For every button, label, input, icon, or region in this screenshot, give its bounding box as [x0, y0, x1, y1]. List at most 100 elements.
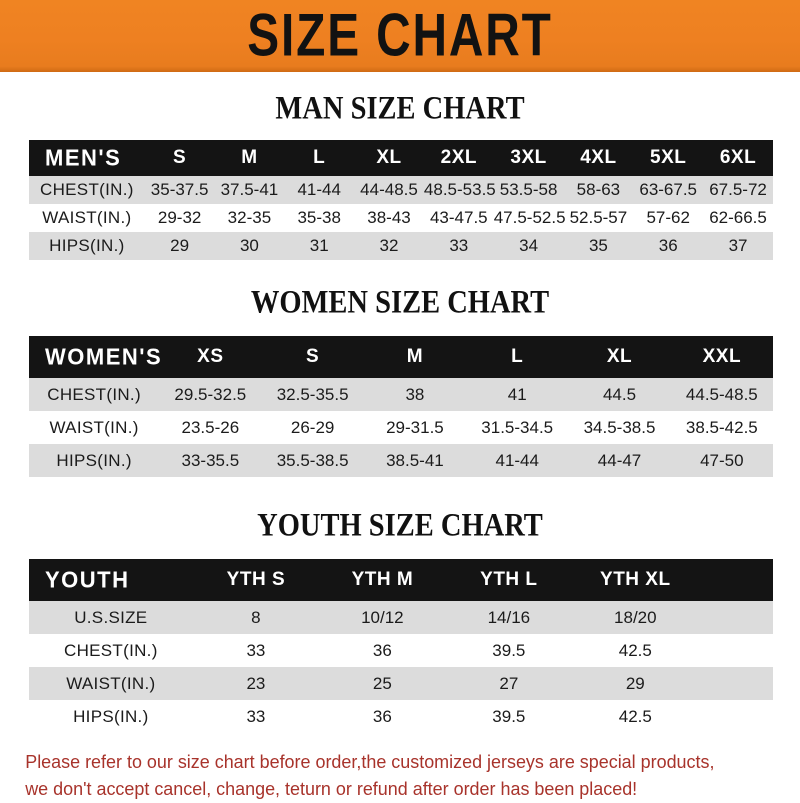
row-label: HIPS(IN.) [56, 450, 132, 470]
cell: 38.5-42.5 [685, 417, 758, 437]
man-header-row: MEN'S S M L XL 2XL 3XL 4XL 5XL 6XL [29, 140, 773, 176]
row-label: CHEST(IN.) [40, 180, 134, 199]
table-row: HIPS(IN.) 33 36 39.5 42.5 [29, 700, 773, 733]
women-chart-wrap: WOMEN'S XS S M L XL XXL CHEST(IN.) 29.5-… [0, 336, 800, 477]
cell: 42.5 [618, 706, 652, 726]
cell: 30 [239, 236, 259, 255]
youth-chart-wrap: YOUTH YTH S YTH M YTH L YTH XL U.S.SIZE … [0, 559, 800, 733]
women-col-header: XXL [702, 346, 742, 367]
cell: 14/16 [487, 607, 531, 627]
women-corner-label: WOMEN'S [45, 343, 163, 370]
cell: 47-50 [700, 450, 744, 470]
youth-header-row: YOUTH YTH S YTH M YTH L YTH XL [29, 559, 773, 601]
cell: 29 [170, 236, 190, 255]
row-label: HIPS(IN.) [73, 706, 149, 726]
row-label: WAIST(IN.) [42, 208, 132, 227]
cell-spacer [699, 601, 773, 634]
table-row: HIPS(IN.) 33-35.5 35.5-38.5 38.5-41 41-4… [29, 444, 773, 477]
footer-disclaimer: Please refer to our size chart before or… [0, 749, 776, 803]
cell: 29.5-32.5 [174, 384, 247, 404]
man-col-header: XL [376, 147, 402, 168]
cell: 47.5-52.5 [493, 208, 566, 227]
cell: 42.5 [618, 640, 652, 660]
women-col-header: XL [606, 346, 633, 367]
cell: 37 [728, 236, 748, 255]
women-col-header: XS [197, 346, 224, 367]
women-header-row: WOMEN'S XS S M L XL XXL [29, 336, 773, 378]
cell: 29-31.5 [386, 417, 444, 437]
man-col-header: S [173, 147, 187, 168]
cell-spacer [699, 667, 773, 700]
cell: 52.5-57 [569, 208, 628, 227]
footer-line-2: we don't accept cancel, change, teturn o… [25, 777, 638, 799]
cell: 29 [625, 673, 645, 693]
man-col-header: L [313, 147, 326, 168]
cell: 32.5-35.5 [276, 384, 349, 404]
table-row: WAIST(IN.) 23 25 27 29 [29, 667, 773, 700]
man-chart-wrap: MEN'S S M L XL 2XL 3XL 4XL 5XL 6XL CHEST… [0, 140, 800, 260]
cell: 35-37.5 [150, 180, 209, 199]
cell: 38 [405, 384, 425, 404]
cell: 62-66.5 [709, 208, 767, 227]
cell-spacer [699, 700, 773, 733]
footer-line-1: Please refer to our size chart before or… [25, 751, 715, 772]
cell: 8 [251, 607, 261, 627]
cell: 44-48.5 [360, 180, 418, 199]
man-size-table: MEN'S S M L XL 2XL 3XL 4XL 5XL 6XL CHEST… [29, 140, 773, 260]
youth-corner-label: YOUTH [45, 566, 130, 593]
cell: 41-44 [495, 450, 539, 470]
cell: 36 [658, 236, 678, 255]
cell: 33-35.5 [181, 450, 240, 470]
cell: 48.5-53.5 [423, 180, 496, 199]
cell: 26-29 [290, 417, 335, 437]
page-banner: SIZE CHART [0, 0, 800, 72]
cell: 23.5-26 [181, 417, 240, 437]
cell: 34.5-38.5 [583, 417, 656, 437]
man-col-header: 6XL [719, 147, 757, 168]
women-col-header: M [406, 346, 424, 367]
cell: 35.5-38.5 [276, 450, 349, 470]
cell-spacer [699, 634, 773, 667]
youth-col-header: YTH L [480, 569, 538, 590]
cell: 37.5-41 [220, 180, 279, 199]
cell: 23 [246, 673, 266, 693]
cell: 34 [519, 236, 539, 255]
cell: 53.5-58 [499, 180, 558, 199]
table-row: WAIST(IN.) 29-32 32-35 35-38 38-43 43-47… [29, 204, 773, 232]
cell: 57-62 [646, 208, 690, 227]
man-col-header: M [241, 147, 258, 168]
cell: 35-38 [297, 208, 341, 227]
youth-size-table: YOUTH YTH S YTH M YTH L YTH XL U.S.SIZE … [29, 559, 773, 733]
cell: 31 [309, 236, 329, 255]
cell: 33 [449, 236, 469, 255]
cell: 44.5-48.5 [685, 384, 758, 404]
youth-col-header: YTH M [351, 569, 414, 590]
cell: 58-63 [576, 180, 621, 199]
women-col-header: S [306, 346, 320, 367]
table-row: WAIST(IN.) 23.5-26 26-29 29-31.5 31.5-34… [29, 411, 773, 444]
cell: 18/20 [614, 607, 657, 627]
table-row: U.S.SIZE 8 10/12 14/16 18/20 [29, 601, 773, 634]
row-label: CHEST(IN.) [47, 384, 141, 404]
man-col-header: 2XL [440, 147, 477, 168]
row-label: WAIST(IN.) [49, 417, 139, 437]
cell: 32-35 [227, 208, 272, 227]
table-row: CHEST(IN.) 29.5-32.5 32.5-35.5 38 41 44.… [29, 378, 773, 411]
cell: 27 [499, 673, 519, 693]
table-row: HIPS(IN.) 29 30 31 32 33 34 35 36 37 [29, 232, 773, 260]
women-section-title: WOMEN SIZE CHART [250, 284, 550, 321]
page-title: SIZE CHART [247, 2, 553, 70]
cell: 44-47 [597, 450, 642, 470]
youth-header-spacer [699, 559, 773, 601]
cell: 41-44 [297, 180, 341, 199]
women-size-table: WOMEN'S XS S M L XL XXL CHEST(IN.) 29.5-… [29, 336, 773, 477]
cell: 38-43 [367, 208, 411, 227]
cell: 63-67.5 [639, 180, 698, 199]
man-col-header: 3XL [510, 147, 547, 168]
youth-col-header: YTH S [226, 569, 286, 590]
youth-col-header: YTH XL [600, 569, 671, 590]
table-row: CHEST(IN.) 35-37.5 37.5-41 41-44 44-48.5… [29, 176, 773, 204]
cell: 39.5 [492, 706, 526, 726]
cell: 36 [372, 640, 392, 660]
